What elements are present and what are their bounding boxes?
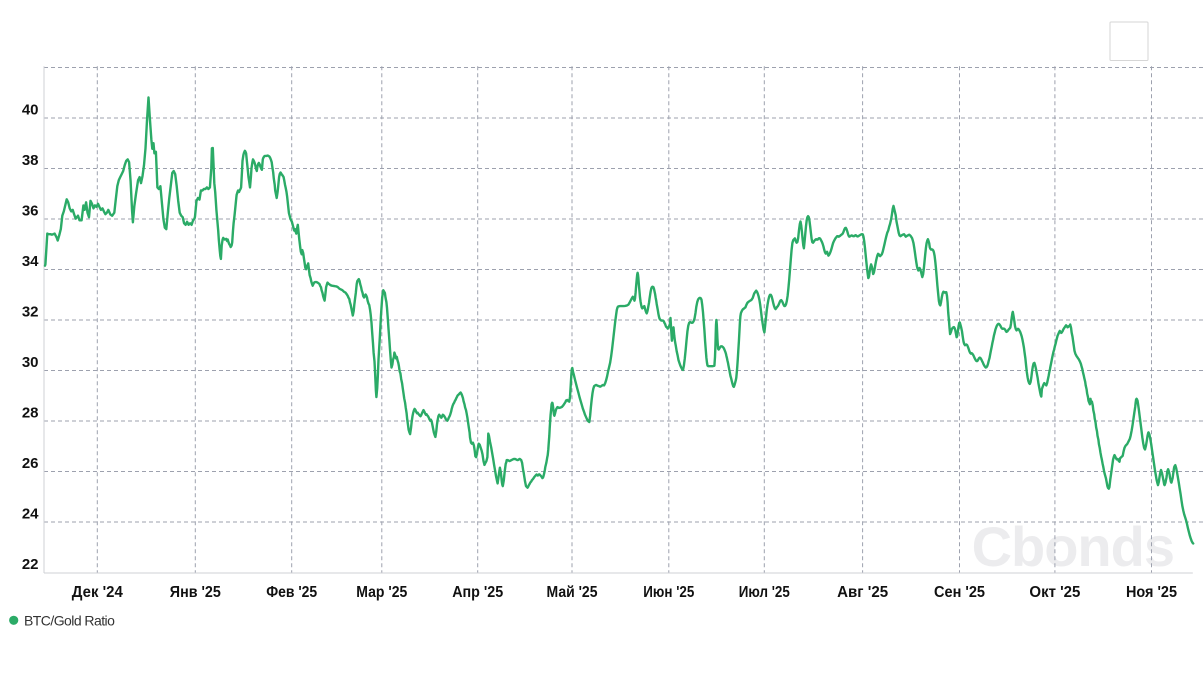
svg-text:32: 32	[22, 304, 39, 321]
svg-text:Янв '25: Янв '25	[170, 584, 221, 601]
svg-text:Мар '25: Мар '25	[356, 584, 407, 601]
svg-text:Июл '25: Июл '25	[739, 584, 790, 601]
svg-text:BTC/Gold Ratio: BTC/Gold Ratio	[24, 612, 115, 628]
svg-text:40: 40	[22, 102, 39, 119]
svg-text:36: 36	[22, 203, 39, 220]
svg-text:26: 26	[22, 455, 39, 472]
svg-text:28: 28	[22, 405, 39, 422]
svg-text:Авг '25: Авг '25	[837, 584, 888, 601]
svg-text:Апр '25: Апр '25	[452, 584, 503, 601]
svg-text:22: 22	[22, 556, 39, 573]
svg-text:38: 38	[22, 152, 39, 169]
svg-text:Фев '25: Фев '25	[266, 584, 317, 601]
svg-text:Май '25: Май '25	[547, 584, 598, 601]
svg-text:Дек '24: Дек '24	[72, 584, 123, 601]
svg-text:Сен '25: Сен '25	[934, 584, 985, 601]
svg-text:24: 24	[22, 506, 39, 523]
svg-text:34: 34	[22, 253, 39, 270]
svg-text:Июн '25: Июн '25	[643, 584, 694, 601]
svg-text:Окт '25: Окт '25	[1029, 584, 1080, 601]
svg-text:30: 30	[22, 354, 39, 371]
svg-text:Cbonds: Cbonds	[972, 515, 1174, 578]
svg-text:Ноя '25: Ноя '25	[1126, 584, 1177, 601]
